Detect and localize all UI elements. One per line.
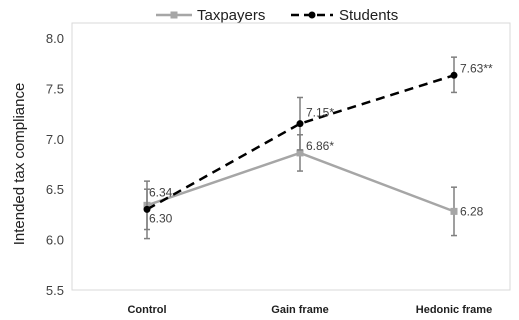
data-point (296, 149, 304, 157)
legend-label: Students (339, 7, 398, 24)
legend-marker (170, 11, 178, 19)
legend-label: Taxpayers (197, 7, 265, 24)
data-label: 6.28 (460, 204, 484, 218)
y-tick-label: 7.0 (46, 132, 64, 147)
legend-marker (308, 11, 316, 19)
y-tick-label: 6.5 (46, 182, 64, 197)
data-point (143, 205, 151, 213)
data-label: 7.15* (306, 106, 334, 120)
data-point (296, 120, 304, 128)
x-category-label: Hedonic frame (416, 304, 492, 316)
data-point (450, 71, 458, 79)
plot-area (71, 22, 511, 291)
legend: Taxpayers Students (156, 7, 398, 24)
x-category-label: Gain frame (271, 304, 328, 316)
y-tick-label: 8.0 (46, 31, 64, 46)
series-taxpayers: 6.34 6.86* 6.28 (143, 134, 484, 237)
data-label: 6.86* (306, 139, 334, 153)
series-layer: 6.34 6.86* 6.28 6.30 7.15* 7.63** (143, 56, 493, 240)
series-students: 6.30 7.15* 7.63** (143, 56, 493, 240)
x-category-label: Control (127, 304, 166, 316)
legend-item-taxpayers: Taxpayers (156, 7, 265, 24)
axes: 5.5 6.0 6.5 7.0 7.5 8.0 Control Gain frame Hedon… (46, 22, 511, 316)
data-label: 6.30 (149, 211, 173, 225)
legend-item-students: Students (291, 7, 398, 24)
y-tick-label: 6.0 (46, 233, 64, 248)
data-point (450, 207, 458, 215)
data-label: 6.34 (149, 185, 173, 199)
data-label: 7.63** (460, 61, 493, 75)
y-axis-label: Intended tax compliance (11, 83, 28, 246)
y-tick-label: 7.5 (46, 81, 64, 96)
y-tick-label: 5.5 (46, 283, 64, 298)
